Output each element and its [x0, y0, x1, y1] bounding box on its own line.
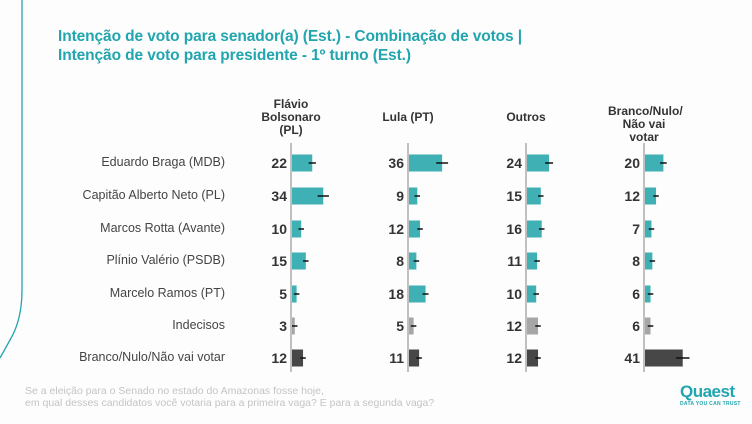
value-label: 11: [507, 253, 522, 269]
value-label: 10: [506, 286, 522, 302]
bar: [527, 349, 539, 367]
row-label: Plínio Valério (PSDB): [106, 253, 225, 267]
column-header: Lula (PT): [372, 111, 444, 124]
bar: [409, 285, 426, 303]
bar: [527, 187, 541, 205]
bar: [409, 154, 443, 172]
bar: [292, 349, 304, 367]
bar: [527, 252, 538, 270]
bar: [527, 317, 539, 335]
bar: [292, 220, 302, 238]
column-header-line: Lula (PT): [382, 110, 434, 124]
column-header-line: (PL): [279, 123, 303, 137]
logo-wordmark: Quaest: [680, 382, 735, 401]
bar: [527, 220, 542, 238]
value-label: 8: [396, 253, 404, 269]
value-label: 6: [632, 318, 640, 334]
logo-tagline: DATA YOU CAN TRUST: [680, 401, 741, 407]
survey-question: Se a eleição para o Senado no estado do …: [25, 385, 434, 409]
bar: [527, 154, 550, 172]
row-label: Marcelo Ramos (PT): [109, 286, 225, 300]
value-label: 12: [506, 318, 522, 334]
value-label: 3: [279, 318, 287, 334]
value-label: 7: [632, 221, 640, 237]
value-label: 41: [624, 350, 640, 366]
value-label: 12: [506, 350, 522, 366]
value-label: 11: [389, 350, 404, 366]
value-label: 20: [624, 155, 640, 171]
quaest-logo: Quaest DATA YOU CAN TRUST: [680, 382, 741, 408]
value-label: 12: [388, 221, 404, 237]
value-label: 18: [388, 286, 404, 302]
value-label: 34: [271, 188, 287, 204]
value-label: 15: [271, 253, 287, 269]
value-label: 9: [396, 188, 404, 204]
chart-title: Intenção de voto para senador(a) (Est.) …: [58, 27, 522, 65]
value-label: 5: [396, 318, 404, 334]
bar: [409, 349, 420, 367]
title-line-2: Intenção de voto para presidente - 1º tu…: [58, 47, 411, 64]
value-label: 22: [271, 155, 287, 171]
value-label: 16: [506, 221, 522, 237]
bar: [645, 252, 653, 270]
bar: [645, 154, 664, 172]
value-label: 15: [506, 188, 522, 204]
bar: [645, 187, 657, 205]
column-header-line: Branco/Nulo/: [608, 104, 683, 118]
column-header-line: Outros: [506, 110, 546, 124]
value-label: 12: [271, 350, 287, 366]
column-header: Outros: [490, 111, 562, 124]
bar: [645, 349, 683, 367]
value-label: 24: [506, 155, 522, 171]
column-header-line: Bolsonaro: [261, 110, 321, 124]
value-label: 5: [279, 286, 287, 302]
row-label: Branco/Nulo/Não vai votar: [79, 350, 225, 364]
value-label: 8: [632, 253, 640, 269]
bar: [292, 252, 306, 270]
column-header: Flávio Bolsonaro (PL): [255, 98, 327, 137]
title-line-1: Intenção de voto para senador(a) (Est.) …: [58, 28, 522, 45]
value-label: 36: [388, 155, 404, 171]
bar: [292, 154, 313, 172]
survey-question-line-1: Se a eleição para o Senado no estado do …: [25, 385, 324, 397]
column-header-line: Não vai votar: [622, 117, 666, 144]
row-label: Eduardo Braga (MDB): [101, 155, 225, 169]
row-label: Indecisos: [172, 318, 225, 332]
column-header: Branco/Nulo/Não vai votar: [608, 104, 683, 144]
value-label: 6: [632, 286, 640, 302]
column-header-line: Flávio: [273, 97, 309, 111]
row-label: Marcos Rotta (Avante): [100, 221, 225, 235]
bar: [409, 187, 418, 205]
survey-question-line-2: em qual desses candidatos você votaria p…: [25, 397, 435, 409]
bar: [527, 285, 537, 303]
bar: [292, 187, 324, 205]
decorative-border-line: [0, 0, 23, 359]
bar: [409, 252, 417, 270]
row-label: Capitão Alberto Neto (PL): [82, 188, 225, 202]
bar: [409, 220, 421, 238]
value-label: 12: [624, 188, 640, 204]
bar: [645, 220, 652, 238]
value-label: 10: [271, 221, 287, 237]
